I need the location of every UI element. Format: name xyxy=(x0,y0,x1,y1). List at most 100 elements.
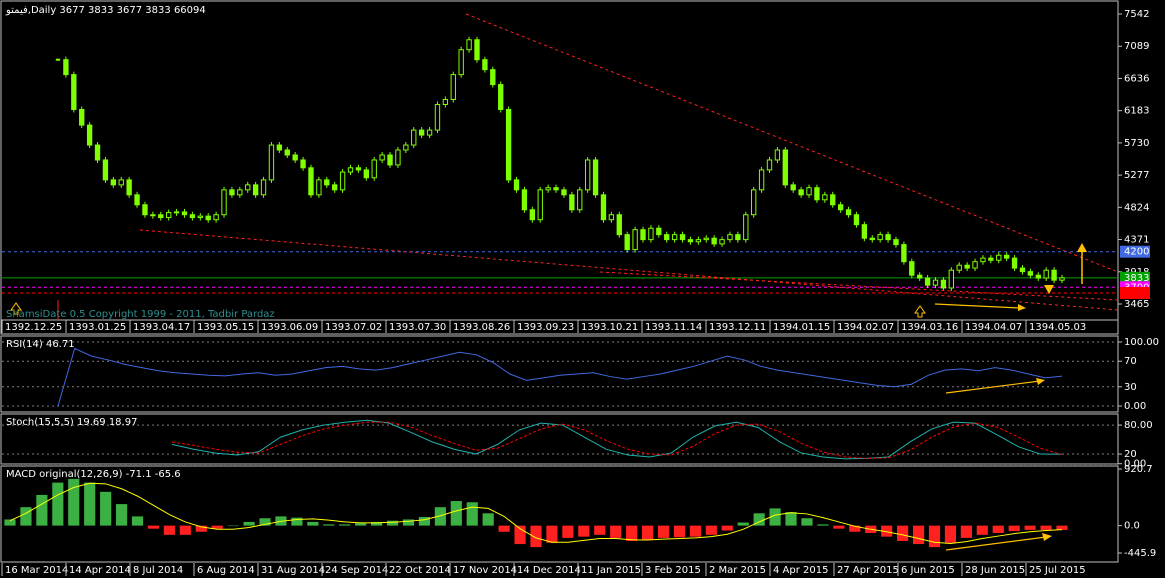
x-tick-label: 1394.04.07 xyxy=(965,322,1022,333)
candle xyxy=(434,103,441,131)
candle xyxy=(980,257,986,263)
candle xyxy=(1059,277,1065,281)
x-tick-label: 22 Oct 2014 xyxy=(389,565,451,576)
candle xyxy=(687,239,694,243)
histogram-bar xyxy=(897,525,909,541)
candle xyxy=(197,215,203,219)
x-tick-label: 1393.05.15 xyxy=(197,322,254,333)
candle xyxy=(561,189,567,196)
candle xyxy=(213,214,219,221)
level-tag xyxy=(1120,271,1150,284)
x-tick-label: 3 Feb 2015 xyxy=(645,565,701,576)
candle xyxy=(751,189,757,216)
candle xyxy=(276,144,283,151)
trend-line xyxy=(599,271,1119,301)
candle xyxy=(719,239,725,245)
candle xyxy=(735,234,741,241)
histogram-bar xyxy=(163,525,175,535)
y-tick-label: -445.9 xyxy=(1124,548,1156,559)
candle xyxy=(877,234,883,241)
histogram-bar xyxy=(68,478,80,526)
histogram-bar xyxy=(737,522,749,526)
histogram-bar xyxy=(1024,525,1036,530)
candle xyxy=(521,189,528,211)
y-tick-label: 100.00 xyxy=(1124,337,1159,348)
x-tick-label: 1394.03.16 xyxy=(901,322,958,333)
candle xyxy=(822,194,828,201)
candle xyxy=(150,214,156,217)
candle xyxy=(853,214,860,226)
histogram-bar xyxy=(179,525,191,535)
histogram-bar xyxy=(514,525,526,545)
histogram-bar xyxy=(689,525,701,537)
candle xyxy=(498,84,504,110)
candle xyxy=(1043,269,1049,279)
x-tick-label: 14 Dec 2014 xyxy=(517,565,581,576)
candle xyxy=(55,58,61,61)
histogram-bar xyxy=(36,494,48,526)
histogram-bar xyxy=(657,525,670,538)
y-tick-label: 7542 xyxy=(1124,9,1149,20)
y-tick-label: 30 xyxy=(1124,382,1137,393)
candle xyxy=(940,279,947,289)
candle xyxy=(482,59,488,71)
candle xyxy=(608,214,615,221)
candle xyxy=(513,179,520,191)
y-tick-label: 7089 xyxy=(1124,41,1149,52)
histogram-bar xyxy=(52,482,64,526)
histogram-bar xyxy=(195,525,207,532)
y-tick-label: 0.00 xyxy=(1124,401,1146,412)
x-tick-label: 16 Mar 2014 xyxy=(5,565,68,576)
histogram-bar xyxy=(976,525,988,535)
candle xyxy=(671,234,678,241)
candle xyxy=(988,257,994,261)
candle xyxy=(758,169,765,191)
candle xyxy=(450,74,456,101)
candle xyxy=(1051,269,1057,281)
x-tick-label: 1393.11.14 xyxy=(645,322,702,333)
series-line xyxy=(57,347,1063,407)
candle xyxy=(600,194,607,221)
histogram-bar xyxy=(211,525,223,529)
histogram-bar xyxy=(147,525,160,529)
candle xyxy=(861,224,868,239)
x-tick-label: 2 Mar 2015 xyxy=(709,565,766,576)
x-tick-label: 1393.12.11 xyxy=(709,322,766,333)
price-title: فیمتو,Daily 3677 3833 3677 3833 66094 xyxy=(5,5,206,16)
price-pane xyxy=(0,0,1119,335)
histogram-bar xyxy=(323,524,335,526)
x-tick-label: 1394.02.07 xyxy=(837,322,894,333)
histogram-bar xyxy=(610,525,622,538)
candle xyxy=(640,229,646,241)
candle xyxy=(664,234,670,241)
x-tick-label: 1393.09.23 xyxy=(517,322,574,333)
candle xyxy=(126,179,132,196)
y-tick-label: 4824 xyxy=(1124,202,1149,213)
histogram-bar xyxy=(434,507,446,526)
histogram-bar xyxy=(1008,525,1020,532)
candle xyxy=(695,239,702,243)
candle xyxy=(395,149,401,166)
copyright-note: ShamsiDate 0.5 Copyright 1999 - 2011, Ta… xyxy=(6,309,275,320)
histogram-bar xyxy=(960,525,972,538)
candle xyxy=(703,237,709,241)
histogram-bar xyxy=(100,491,112,526)
candle xyxy=(387,154,393,166)
candle xyxy=(158,214,164,219)
candle xyxy=(972,261,978,269)
y-tick-label: 3465 xyxy=(1124,299,1149,310)
candle xyxy=(505,108,512,181)
candle xyxy=(727,234,733,241)
candle xyxy=(418,129,425,136)
candle xyxy=(63,59,69,76)
candle xyxy=(284,149,290,156)
x-tick-label: 28 Jun 2015 xyxy=(965,565,1025,576)
candle xyxy=(948,269,954,289)
candle xyxy=(189,214,196,219)
histogram-bar xyxy=(992,525,1004,533)
candle xyxy=(292,154,298,161)
x-tick-label: 1394.01.15 xyxy=(773,322,830,333)
series-line xyxy=(171,419,1063,460)
